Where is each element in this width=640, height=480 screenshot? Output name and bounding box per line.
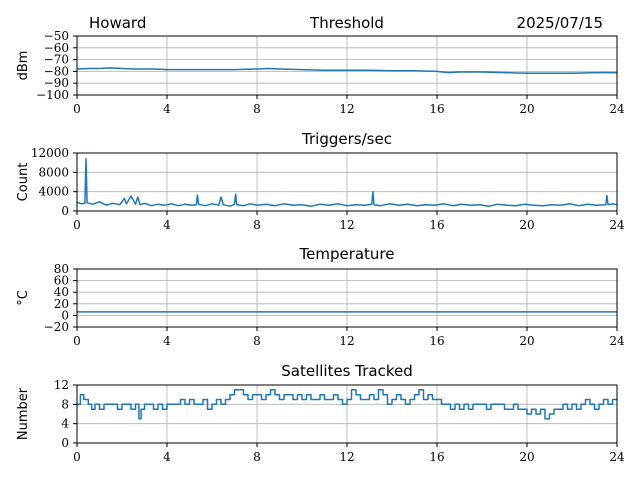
x-tick-label: 0 (73, 218, 81, 232)
x-tick-label: 4 (163, 218, 171, 232)
y-tick-label: −70 (44, 53, 69, 67)
y-tick-label: 12000 (31, 146, 69, 160)
x-tick-label: 12 (339, 450, 354, 464)
x-tick-label: 24 (609, 334, 625, 348)
chart-title: Triggers/sec (301, 130, 392, 148)
y-tick-label: −20 (44, 320, 69, 334)
x-tick-label: 0 (73, 334, 81, 348)
report-date: 2025/07/15 (517, 14, 603, 32)
y-tick-label: −90 (44, 76, 69, 90)
x-tick-label: 12 (339, 218, 354, 232)
x-tick-label: 8 (253, 218, 261, 232)
series-line-2 (76, 158, 618, 207)
x-tick-label: 24 (609, 102, 625, 116)
x-tick-label: 24 (609, 218, 625, 232)
x-tick-label: 24 (609, 450, 625, 464)
chart-panel-2: 0 4 8 12 16 20 24 0 4000 8000 12000 Triggers/sec Cou… (16, 130, 625, 232)
chart-panels: 0 4 8 12 16 20 24 −100−90−80−70−60−50 Threshold d… (16, 14, 625, 464)
x-tick-label: 12 (339, 102, 354, 116)
chart-panel-1: 0 4 8 12 16 20 24 −100−90−80−70−60−50 Threshold d… (16, 14, 625, 116)
x-tick-label: 4 (163, 450, 171, 464)
chart-title: Temperature (298, 245, 394, 263)
y-tick-label: 60 (54, 274, 69, 288)
chart-title: Threshold (309, 14, 384, 32)
chart-title: Satellites Tracked (281, 362, 412, 380)
x-tick-label: 12 (339, 334, 354, 348)
y-tick-label: 8 (61, 397, 69, 411)
x-tick-label: 16 (429, 450, 444, 464)
x-tick-label: 20 (519, 334, 534, 348)
x-tick-label: 20 (519, 218, 534, 232)
y-tick-label: −80 (44, 64, 69, 78)
x-tick-label: 20 (519, 450, 534, 464)
station-name: Howard (89, 14, 146, 32)
x-tick-label: 20 (519, 102, 534, 116)
series-line-1 (76, 67, 617, 74)
chart-panel-4: 0 4 8 12 16 20 24 0 4 8 12 Satellites Tracked Number (16, 362, 625, 464)
y-tick-label: 40 (54, 285, 69, 299)
y-tick-label: 12 (54, 378, 69, 392)
y-tick-label: −100 (36, 88, 69, 102)
y-tick-label: 0 (61, 436, 69, 450)
x-tick-label: 8 (253, 334, 261, 348)
x-tick-label: 0 (73, 102, 81, 116)
y-axis-label: dBm (16, 51, 31, 81)
y-axis-label: Number (16, 387, 31, 440)
series-line-4 (77, 389, 617, 420)
y-tick-label: 20 (54, 297, 69, 311)
y-axis-label: °C (16, 290, 31, 306)
y-tick-label: −50 (44, 29, 69, 43)
x-tick-label: 4 (163, 102, 171, 116)
x-tick-label: 8 (253, 102, 261, 116)
x-tick-label: 8 (253, 450, 261, 464)
y-tick-label: −60 (44, 41, 69, 55)
x-tick-label: 16 (429, 334, 444, 348)
y-tick-label: 0 (61, 204, 69, 218)
y-tick-label: 4 (61, 417, 69, 431)
y-tick-label: 0 (61, 308, 69, 322)
y-tick-label: 80 (54, 262, 69, 276)
x-tick-label: 16 (429, 102, 444, 116)
y-axis-label: Count (16, 163, 31, 202)
y-tick-label: 4000 (38, 185, 69, 199)
x-tick-label: 4 (163, 334, 171, 348)
y-tick-label: 8000 (38, 165, 69, 179)
x-tick-label: 16 (429, 218, 444, 232)
x-tick-label: 0 (73, 450, 81, 464)
